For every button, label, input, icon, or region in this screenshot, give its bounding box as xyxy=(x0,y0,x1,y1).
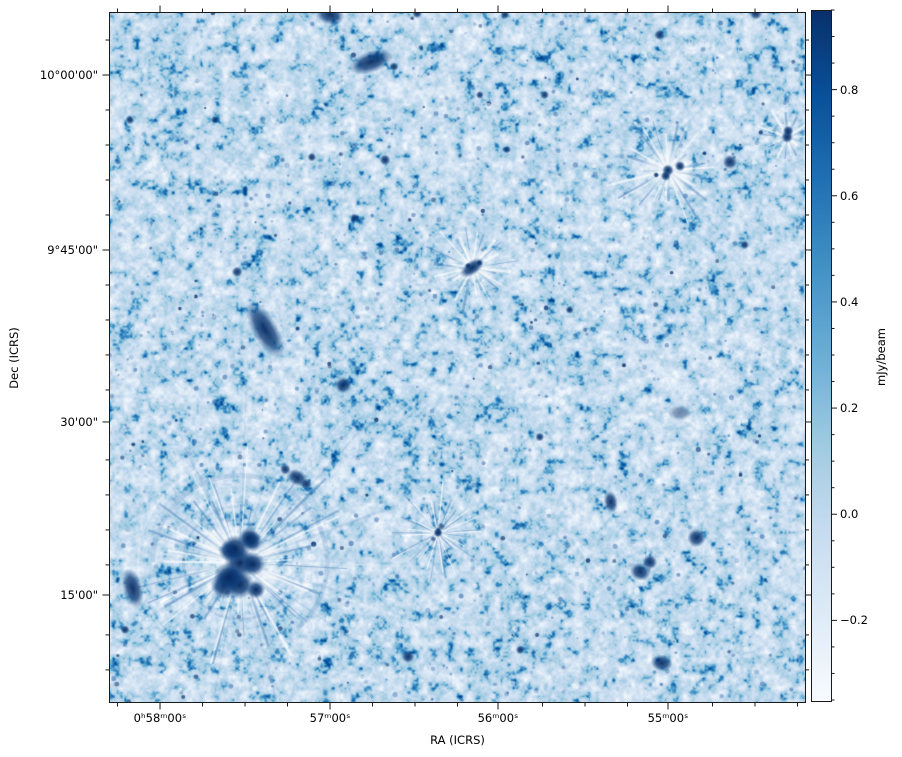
x-axis-label: RA (ICRS) xyxy=(430,733,485,747)
sky-image xyxy=(109,12,806,703)
colorbar xyxy=(811,10,832,702)
x-tick-label: 56ᵐ00ˢ xyxy=(477,711,519,725)
y-tick-label: 15'00" xyxy=(60,587,98,602)
colorbar-tick-label: 0.2 xyxy=(840,401,859,416)
colorbar-tick-label: 0.6 xyxy=(840,188,859,203)
colorbar-tick-label: 0.0 xyxy=(840,507,859,522)
x-tick-label: 55ᵐ00ˢ xyxy=(647,711,689,725)
colorbar-label: mJy/beam xyxy=(874,328,888,386)
colorbar-tick-label: 0.8 xyxy=(840,82,859,97)
y-tick-label: 9°45'00" xyxy=(47,242,98,257)
colorbar-tick-label: −0.2 xyxy=(840,613,868,628)
y-tick-label: 30'00" xyxy=(60,414,98,429)
x-tick-label: 0ʰ58ᵐ00ˢ xyxy=(133,711,187,725)
y-tick-label: 10°00'00" xyxy=(39,68,98,83)
y-axis-label: Dec (ICRS) xyxy=(7,327,21,389)
colorbar-tick-label: 0.4 xyxy=(840,294,859,309)
x-tick-label: 57ᵐ00ˢ xyxy=(309,711,351,725)
